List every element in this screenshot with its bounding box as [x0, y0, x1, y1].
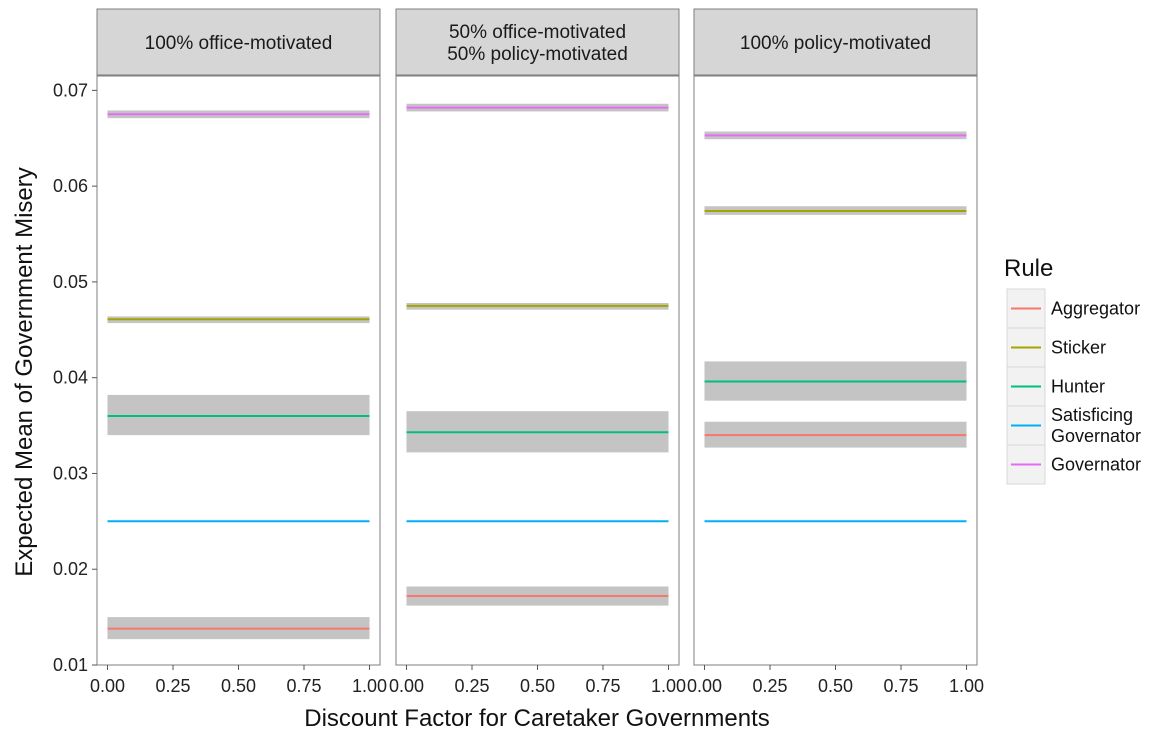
y-tick-label: 0.04: [53, 368, 88, 388]
facet-strip: [96, 8, 381, 76]
legend-item: Governator: [1006, 444, 1141, 485]
series-lines: [107, 113, 370, 630]
legend-label: Hunter: [1051, 377, 1105, 397]
x-tick-label: 0.25: [752, 676, 787, 696]
series-lines: [406, 106, 669, 597]
facet-strip-label: 100% office-motivated: [145, 33, 333, 54]
x-tick-label: 1.00: [352, 676, 387, 696]
y-axis-title: Expected Mean of Government Misery: [11, 167, 38, 577]
x-axis-title: Discount Factor for Caretaker Government…: [304, 705, 770, 732]
x-tick-label: 0.00: [687, 676, 722, 696]
x-tick-label: 1.00: [651, 676, 686, 696]
chart-panels: 100% office-motivated 0.00 0.25 0.50 0.75 1.0…: [90, 8, 984, 696]
x-axis: 0.00 0.25 0.50 0.75 1.00: [90, 665, 387, 696]
legend-label: Aggregator: [1051, 299, 1140, 319]
x-tick-label: 0.75: [883, 676, 918, 696]
x-tick-label: 0.50: [221, 676, 256, 696]
series-lines: [704, 134, 967, 523]
facet-strip: [693, 8, 978, 76]
x-tick-label: 0.75: [286, 676, 321, 696]
plot-background: [97, 76, 380, 665]
plot-background: [396, 76, 679, 665]
x-tick-label: 0.50: [818, 676, 853, 696]
y-tick-label: 0.03: [53, 463, 88, 483]
x-tick-label: 0.25: [155, 676, 190, 696]
legend-label: Governator: [1051, 455, 1141, 475]
x-tick-label: 0.50: [520, 676, 555, 696]
legend-label: Satisficing: [1051, 405, 1133, 425]
x-tick-label: 0.75: [585, 676, 620, 696]
x-tick-label: 1.00: [949, 676, 984, 696]
x-axis: 0.00 0.25 0.50 0.75 1.00: [389, 665, 686, 696]
legend-item: Sticker: [1006, 327, 1106, 368]
legend-item: Aggregator: [1006, 288, 1140, 329]
facet-strip: [395, 8, 680, 76]
legend-label: Governator: [1051, 426, 1141, 446]
facet-strip-label: 100% policy-motivated: [740, 33, 931, 54]
panel-3: 100% policy-motivated 0.00 0.25 0.50 0.75 1.0…: [687, 8, 984, 696]
y-tick-label: 0.06: [53, 176, 88, 196]
legend-item: Hunter: [1006, 366, 1105, 407]
facet-strip-label: 50% policy-motivated: [447, 44, 628, 65]
y-tick-label: 0.02: [53, 559, 88, 579]
legend-label: Sticker: [1051, 338, 1106, 358]
y-tick-label: 0.01: [53, 655, 88, 675]
x-tick-label: 0.00: [389, 676, 424, 696]
x-tick-label: 0.00: [90, 676, 125, 696]
x-axis: 0.00 0.25 0.50 0.75 1.00: [687, 665, 984, 696]
y-tick-label: 0.07: [53, 80, 88, 100]
y-axis: 0.01 0.02 0.03 0.04 0.05 0.06 0.07: [53, 80, 97, 675]
y-tick-label: 0.05: [53, 272, 88, 292]
legend-title: Rule: [1004, 255, 1053, 282]
x-tick-label: 0.25: [454, 676, 489, 696]
facet-strip-label: 50% office-motivated: [449, 22, 626, 43]
legend: RuleAggregatorStickerHunterSatisficingGo…: [1004, 255, 1141, 485]
panel-1: 100% office-motivated 0.00 0.25 0.50 0.75 1.0…: [90, 8, 387, 696]
